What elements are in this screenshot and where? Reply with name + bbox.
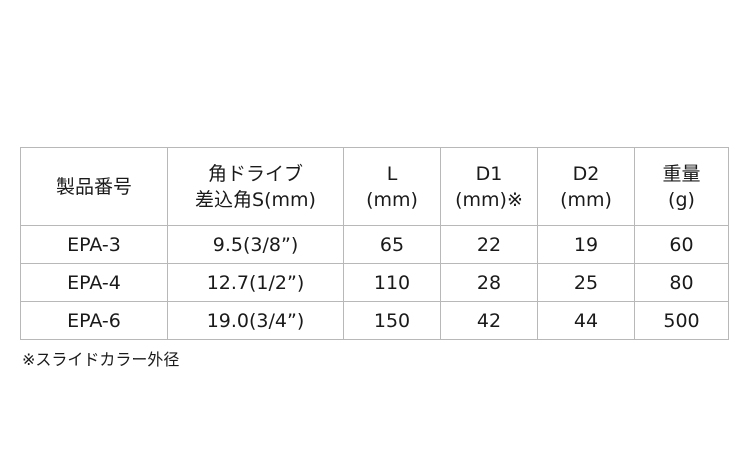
header-product-number: 製品番号: [20, 147, 168, 226]
header-text: 重量: [662, 162, 701, 185]
cell: 9.5(3/8”): [167, 225, 344, 264]
cell: 28: [440, 263, 538, 302]
cell: 25: [537, 263, 635, 302]
cell: EPA-3: [20, 225, 168, 264]
header-d2: D2 (mm): [537, 147, 635, 226]
header-weight: 重量 (g): [634, 147, 729, 226]
cell: 60: [634, 225, 729, 264]
header-text: D1: [475, 162, 503, 185]
header-drive-size: 角ドライブ差込角S(mm): [167, 147, 344, 226]
header-length: L (mm): [343, 147, 441, 226]
table-row: EPA-6 19.0(3/4”) 150 42 44 500: [20, 301, 729, 340]
cell: 22: [440, 225, 538, 264]
header-text: (mm): [560, 188, 612, 211]
header-text: (g): [668, 188, 695, 211]
table-row: EPA-3 9.5(3/8”) 65 22 19 60: [20, 225, 729, 264]
header-row: 製品番号 角ドライブ 差込角S(mm) L (mm) D1 (mm)※ D2 (mm) …: [20, 147, 729, 226]
table-row: EPA-4 12.7(1/2”) 110 28 25 80: [20, 263, 729, 302]
spec-table: 製品番号 角ドライブ 差込角S(mm) L (mm) D1 (mm)※ D2 (mm) …: [20, 147, 729, 340]
cell: 44: [537, 301, 635, 340]
cell: 80: [634, 263, 729, 302]
header-text: D2: [572, 162, 600, 185]
header-text: 差込角S(mm): [195, 188, 316, 211]
cell: 500: [634, 301, 729, 340]
header-text: 製品番号: [55, 175, 132, 198]
cell: 110: [343, 263, 441, 302]
cell: 42: [440, 301, 538, 340]
cell: 12.7(1/2”): [167, 263, 344, 302]
header-text: (mm)※: [455, 188, 523, 211]
cell: 150: [343, 301, 441, 340]
header-text: 角ドライブ: [207, 162, 303, 185]
header-d1: D1 (mm)※: [440, 147, 538, 226]
header-text: (mm): [366, 188, 418, 211]
cell: 19.0(3/4”): [167, 301, 344, 340]
cell: EPA-4: [20, 263, 168, 302]
cell: EPA-6: [20, 301, 168, 340]
cell: 65: [343, 225, 441, 264]
footnote: ※スライドカラー外径: [22, 350, 180, 369]
header-text: L: [386, 162, 398, 185]
cell: 19: [537, 225, 635, 264]
